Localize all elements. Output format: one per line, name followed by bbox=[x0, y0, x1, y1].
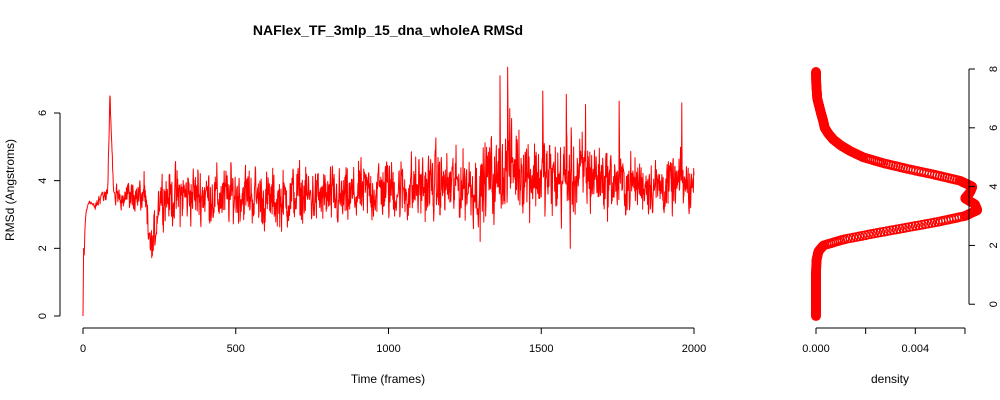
x-tick-label: 500 bbox=[227, 343, 245, 355]
y-axis: 0 2 4 6 bbox=[37, 110, 61, 319]
density-x-axis: 0.000 0.004 bbox=[802, 327, 966, 355]
x-tick-label: 0 bbox=[80, 343, 86, 355]
density-point bbox=[811, 67, 821, 77]
y-axis-label: RMSd (Angstroms) bbox=[3, 139, 17, 241]
density-y-axis: 0 2 4 6 8 bbox=[968, 66, 1000, 307]
density-y-tick-label: 0 bbox=[988, 301, 1000, 307]
y-tick-label: 4 bbox=[37, 178, 49, 184]
density-axis-label: density bbox=[871, 372, 909, 386]
x-tick-label: 2000 bbox=[682, 343, 706, 355]
y-tick-label: 6 bbox=[37, 110, 49, 116]
rmsd-time-series-panel: 0 500 1000 1500 2000 0 2 4 6 Time (frames) RMSd… bbox=[3, 66, 706, 386]
x-axis: 0 500 1000 1500 2000 bbox=[80, 327, 706, 355]
x-tick-label: 1500 bbox=[529, 343, 553, 355]
rmsd-series-line bbox=[82, 66, 695, 317]
chart-title: NAFlex_TF_3mlp_15_dna_wholeA RMSd bbox=[253, 22, 523, 38]
x-tick-label: 1000 bbox=[376, 343, 400, 355]
density-y-tick-label: 6 bbox=[988, 125, 1000, 131]
density-x-tick-label: 0.004 bbox=[902, 343, 930, 355]
y-tick-label: 0 bbox=[37, 313, 49, 319]
density-y-tick-label: 4 bbox=[988, 184, 1000, 190]
density-x-tick-label: 0.000 bbox=[802, 343, 830, 355]
density-points bbox=[811, 67, 983, 321]
x-axis-label: Time (frames) bbox=[351, 372, 425, 386]
y-tick-label: 2 bbox=[37, 245, 49, 251]
rmsd-line-path bbox=[82, 66, 695, 317]
density-y-tick-label: 8 bbox=[988, 66, 1000, 72]
rmsd-density-panel: 0.000 0.004 0 2 4 6 8 density bbox=[802, 66, 1000, 386]
density-y-tick-label: 2 bbox=[988, 242, 1000, 248]
